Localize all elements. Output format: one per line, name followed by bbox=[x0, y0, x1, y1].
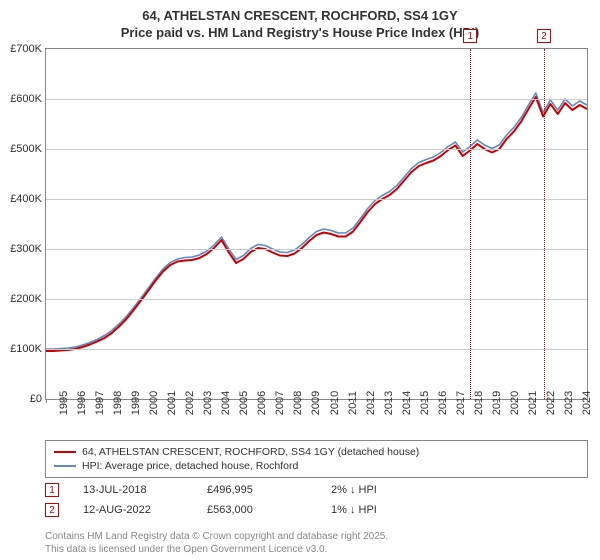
transaction-row: 2 12-AUG-2022 £563,000 1% ↓ HPI bbox=[45, 500, 588, 520]
marker-box-1: 1 bbox=[463, 29, 477, 43]
transaction-delta: 1% ↓ HPI bbox=[331, 504, 431, 516]
legend-row: 64, ATHELSTAN CRESCENT, ROCHFORD, SS4 1G… bbox=[54, 445, 579, 459]
transaction-date: 12-AUG-2022 bbox=[83, 504, 183, 516]
transaction-date: 13-JUL-2018 bbox=[83, 484, 183, 496]
title-line-1: 64, ATHELSTAN CRESCENT, ROCHFORD, SS4 1G… bbox=[142, 8, 457, 23]
gridline bbox=[46, 99, 587, 100]
transaction-delta: 2% ↓ HPI bbox=[331, 484, 431, 496]
legend-row: HPI: Average price, detached house, Roch… bbox=[54, 459, 579, 473]
legend-swatch-red bbox=[54, 451, 76, 453]
series-line-blue bbox=[46, 93, 587, 349]
chart-title: 64, ATHELSTAN CRESCENT, ROCHFORD, SS4 1G… bbox=[0, 0, 600, 42]
legend-swatch-blue bbox=[54, 465, 76, 467]
transaction-marker-2: 2 bbox=[45, 503, 59, 517]
y-axis-label: £600K bbox=[10, 93, 42, 105]
transaction-price: £563,000 bbox=[207, 504, 307, 516]
y-axis-label: £100K bbox=[10, 343, 42, 355]
marker-vline-1 bbox=[470, 49, 471, 399]
gridline bbox=[46, 199, 587, 200]
transaction-rows: 1 13-JUL-2018 £496,995 2% ↓ HPI 2 12-AUG-2022… bbox=[45, 480, 588, 520]
footer-line-1: Contains HM Land Registry data © Crown c… bbox=[45, 531, 388, 542]
marker-vline-2 bbox=[544, 49, 545, 399]
footer: Contains HM Land Registry data © Crown c… bbox=[45, 531, 588, 556]
footer-line-2: This data is licensed under the Open Gov… bbox=[45, 544, 327, 555]
chart-container: { "title_line1": "64, ATHELSTAN CRESCENT… bbox=[0, 0, 600, 560]
transaction-row: 1 13-JUL-2018 £496,995 2% ↓ HPI bbox=[45, 480, 588, 500]
x-axis-label: 2025 bbox=[587, 391, 600, 415]
legend-label-1: 64, ATHELSTAN CRESCENT, ROCHFORD, SS4 1G… bbox=[82, 446, 419, 458]
y-axis-label: £400K bbox=[10, 193, 42, 205]
legend-label-2: HPI: Average price, detached house, Roch… bbox=[82, 460, 298, 472]
y-axis-label: £500K bbox=[10, 143, 42, 155]
transaction-price: £496,995 bbox=[207, 484, 307, 496]
gridline bbox=[46, 299, 587, 300]
gridline bbox=[46, 249, 587, 250]
gridline bbox=[46, 349, 587, 350]
title-line-2: Price paid vs. HM Land Registry's House … bbox=[121, 25, 480, 40]
transaction-marker-1: 1 bbox=[45, 483, 59, 497]
chart-svg bbox=[46, 49, 587, 399]
chart-plot-area: £0£100K£200K£300K£400K£500K£600K£700K199… bbox=[45, 48, 588, 400]
marker-box-2: 2 bbox=[537, 29, 551, 43]
gridline bbox=[46, 149, 587, 150]
y-axis-label: £200K bbox=[10, 293, 42, 305]
y-axis-label: £700K bbox=[10, 43, 42, 55]
legend: 64, ATHELSTAN CRESCENT, ROCHFORD, SS4 1G… bbox=[45, 440, 588, 478]
y-axis-label: £0 bbox=[30, 393, 42, 405]
y-axis-label: £300K bbox=[10, 243, 42, 255]
